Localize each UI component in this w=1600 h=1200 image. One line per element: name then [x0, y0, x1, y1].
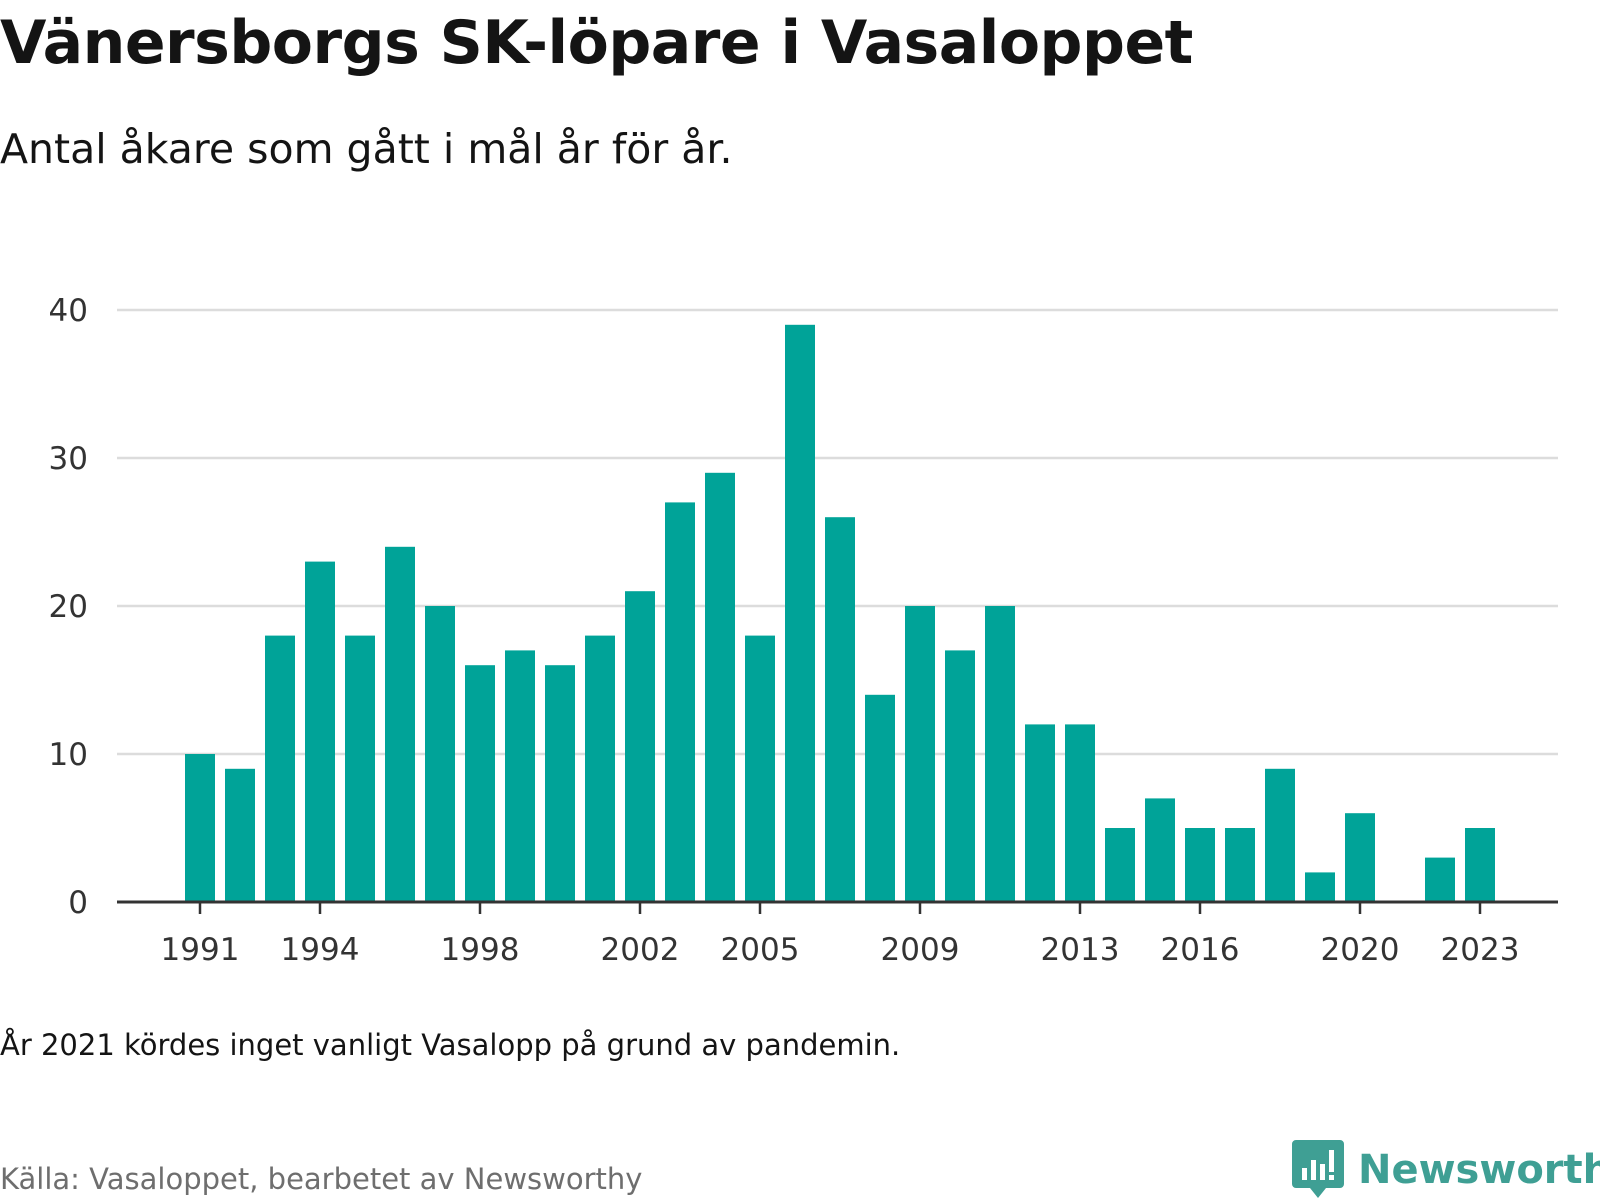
- bar-2011: [985, 606, 1015, 902]
- bar-1999: [505, 650, 535, 902]
- y-tick-label: 40: [49, 293, 88, 329]
- bar-2001: [585, 635, 615, 902]
- chart-subtitle: Antal åkare som gått i mål år för år.: [0, 125, 733, 173]
- x-tick-label: 1998: [441, 932, 520, 968]
- bar-2005: [745, 635, 775, 902]
- bar-2018: [1265, 768, 1295, 902]
- bar-1993: [265, 635, 295, 902]
- y-tick-label: 0: [68, 885, 88, 921]
- footnote: År 2021 kördes inget vanligt Vasalopp på…: [0, 1028, 901, 1062]
- x-tick-label: 1994: [281, 932, 360, 968]
- bar-2000: [545, 665, 575, 902]
- bar-chart: 0 10 20 30 40 1991 1994 1998 2002 2005 2009 2013 20…: [49, 293, 1558, 968]
- bar-1992: [225, 768, 255, 902]
- bar-1991: [185, 754, 215, 902]
- bar-1998: [465, 665, 495, 902]
- y-axis-labels: 0 10 20 30 40: [49, 293, 88, 921]
- x-tick-label: 2002: [601, 932, 680, 968]
- bar-2019: [1305, 872, 1335, 902]
- x-tick-label: 2020: [1321, 932, 1400, 968]
- bar-2003: [665, 502, 695, 902]
- newsworthy-logo-icon: [1292, 1140, 1344, 1198]
- bar-2017: [1225, 828, 1255, 902]
- x-tick-label: 2005: [721, 932, 800, 968]
- bar-2007: [825, 517, 855, 902]
- bar-1994: [305, 561, 335, 902]
- bar-1996: [385, 546, 415, 902]
- bar-2014: [1105, 828, 1135, 902]
- y-tick-label: 20: [49, 589, 88, 625]
- bar-2023: [1465, 828, 1495, 902]
- x-tick-label: 2013: [1041, 932, 1120, 968]
- x-tick-label: 1991: [161, 932, 240, 968]
- source-credit: Källa: Vasaloppet, bearbetet av Newswort…: [0, 1162, 643, 1196]
- brand-name: Newsworthy: [1358, 1147, 1600, 1193]
- y-tick-label: 10: [49, 737, 88, 773]
- bar-1995: [345, 635, 375, 902]
- bar-1997: [425, 606, 455, 902]
- bar-2002: [625, 591, 655, 902]
- bar-2008: [865, 694, 895, 902]
- bar-2013: [1065, 724, 1095, 902]
- y-tick-label: 30: [49, 441, 88, 477]
- x-axis-labels: 1991 1994 1998 2002 2005 2009 2013 2016 2020 2023: [161, 932, 1520, 968]
- bar-2010: [945, 650, 975, 902]
- x-tick-label: 2023: [1441, 932, 1520, 968]
- x-tick-label: 2016: [1161, 932, 1240, 968]
- bar-2006: [785, 324, 815, 902]
- bar-2009: [905, 606, 935, 902]
- bar-2020: [1345, 813, 1375, 902]
- bar-2015: [1145, 798, 1175, 902]
- bar-2004: [705, 472, 735, 902]
- bar-2022: [1425, 857, 1455, 902]
- bars: [185, 324, 1495, 902]
- x-tick-label: 2009: [881, 932, 960, 968]
- brand: Newsworthy: [1292, 1140, 1600, 1200]
- bar-2012: [1025, 724, 1055, 902]
- chart-title: Vänersborgs SK-löpare i Vasaloppet: [0, 8, 1193, 78]
- x-axis: [117, 900, 1558, 914]
- bar-2016: [1185, 828, 1215, 902]
